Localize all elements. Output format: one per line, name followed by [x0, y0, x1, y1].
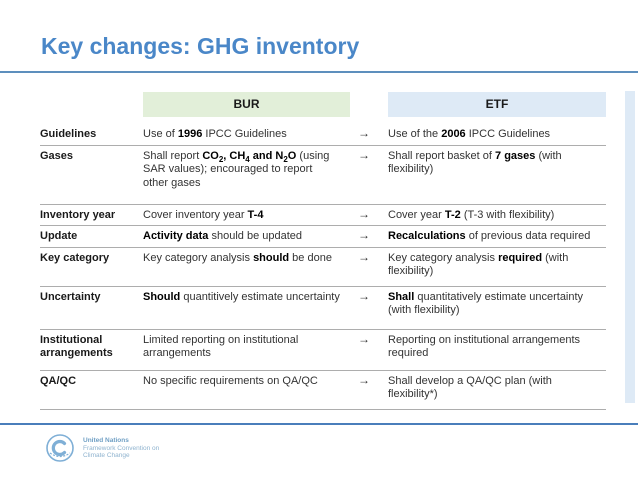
- etf-cell: Shall report basket of 7 gases (with fle…: [388, 149, 562, 176]
- row-label: Gases: [40, 149, 74, 162]
- header-arrow-spacer: [358, 92, 388, 117]
- bur-cell: Limited reporting on institutional arran…: [143, 333, 299, 360]
- bur-cell: Should quantitively estimate uncertainty: [143, 290, 340, 303]
- arrow-icon: →: [358, 228, 370, 242]
- table-row: Inventory year Cover inventory year T-4 …: [40, 205, 606, 226]
- arrow-icon: →: [358, 288, 370, 303]
- un-emblem-icon: [46, 434, 74, 462]
- unfccc-logo: United Nations Framework Convention on C…: [45, 433, 159, 463]
- logo-org-line3: Climate Change: [83, 452, 130, 459]
- bur-cell: Key category analysis should be done: [143, 251, 332, 264]
- title-divider: [0, 71, 638, 73]
- row-label: Uncertainty: [40, 290, 101, 303]
- etf-cell: Shall quantitatively estimate uncertaint…: [388, 290, 584, 317]
- row-label: QA/QC: [40, 374, 77, 387]
- arrow-icon: →: [358, 147, 370, 162]
- row-label: Institutional arrangements: [40, 333, 113, 360]
- comparison-table: BUR ETF Guidelines Use of 1996 IPCC Guid…: [40, 92, 606, 410]
- logo-org-name: United Nations: [83, 437, 129, 444]
- logo-org-line2: Framework Convention on: [83, 444, 160, 452]
- table-row: Institutional arrangements Limited repor…: [40, 330, 606, 371]
- etf-cell: Key category analysis required (with fle…: [388, 251, 569, 278]
- footer-divider: [0, 423, 638, 425]
- etf-cell: Shall develop a QA/QC plan (with flexibi…: [388, 374, 552, 401]
- table-body: Guidelines Use of 1996 IPCC Guidelines →…: [40, 124, 606, 410]
- etf-cell: Reporting on institutional arrangements …: [388, 333, 581, 360]
- table-header-row: BUR ETF: [40, 92, 606, 117]
- etf-column-header: ETF: [388, 92, 606, 117]
- bur-cell: Use of 1996 IPCC Guidelines: [143, 128, 287, 140]
- table-row: QA/QC No specific requirements on QA/QC …: [40, 371, 606, 410]
- table-row: Uncertainty Should quantitively estimate…: [40, 287, 606, 330]
- bur-cell: Cover inventory year T-4: [143, 208, 264, 221]
- arrow-icon: →: [358, 372, 370, 387]
- arrow-icon: →: [358, 126, 370, 140]
- bur-cell: Activity data should be updated: [143, 230, 303, 242]
- arrow-icon: →: [358, 249, 370, 264]
- row-label: Key category: [40, 251, 110, 264]
- bur-cell: Shall report CO2, CH4 and N2O (using SAR…: [143, 149, 330, 189]
- row-label: Guidelines: [40, 128, 97, 140]
- table-row: Guidelines Use of 1996 IPCC Guidelines →…: [40, 124, 606, 146]
- table-row: Key category Key category analysis shoul…: [40, 248, 606, 287]
- row-label: Inventory year: [40, 208, 116, 221]
- etf-cell: Recalculations of previous data required: [388, 230, 591, 242]
- page-title: Key changes: GHG inventory: [41, 33, 360, 59]
- arrow-icon: →: [358, 331, 370, 346]
- table-row: Gases Shall report CO2, CH4 and N2O (usi…: [40, 146, 606, 205]
- table-row: Update Activity data should be updated →…: [40, 226, 606, 248]
- logo-caption: United Nations Framework Convention on C…: [83, 433, 159, 460]
- etf-accent-strip: [625, 91, 635, 403]
- bur-column-header: BUR: [143, 92, 350, 117]
- header-spacer: [40, 92, 143, 117]
- row-label: Update: [40, 230, 78, 242]
- arrow-icon: →: [358, 206, 370, 221]
- etf-cell: Use of the 2006 IPCC Guidelines: [388, 128, 551, 140]
- bur-cell: No specific requirements on QA/QC: [143, 374, 318, 387]
- etf-cell: Cover year T-2 (T-3 with flexibility): [388, 208, 555, 221]
